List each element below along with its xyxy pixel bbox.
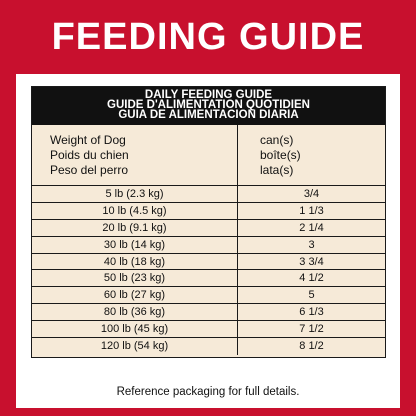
amount-cell: 3/4 [303,188,320,200]
table-row: 30 lb (14 kg) 3 [32,236,385,254]
right-border [400,74,416,408]
amount-cell: 7 1/2 [299,323,324,336]
amount-cell: 5 [308,289,315,302]
heading-spanish: GUIA DE ALIMENTACION DIARIA [118,109,299,121]
weight-cell: 40 lb (18 kg) [32,253,238,270]
weight-cell: 60 lb (27 kg) [32,287,238,304]
feeding-guide-banner: FEEDING GUIDE [0,0,416,74]
left-border [0,74,16,408]
amount-cell: 6 1/3 [299,306,324,319]
weight-cell: 5 lb (2.3 kg) [32,186,238,202]
content-panel: DAILY FEEDING GUIDE GUIDE D'ALIMENTATION… [16,74,400,408]
amount-cell: 1 1/3 [299,204,324,217]
table-row: 60 lb (27 kg) 5 [32,287,385,305]
heading-french: GUIDE D'ALIMENTATION QUOTIDIEN [107,99,310,111]
feeding-table: DAILY FEEDING GUIDE GUIDE D'ALIMENTATION… [31,86,386,358]
weight-cell: 100 lb (45 kg) [32,321,238,338]
footnote: Reference packaging for full details. [116,386,300,398]
table-row: 50 lb (23 kg) 4 1/2 [32,270,385,288]
table-row: 40 lb (18 kg) 3 3/4 [32,253,385,271]
amount-cell: 4 1/2 [299,272,324,285]
amount-cell: 8 1/2 [299,340,324,353]
amount-cell: 3 [308,238,315,251]
table-rows: 5 lb (2.3 kg) 3/4 10 lb (4.5 kg) 1 1/3 20 … [32,186,385,355]
table-heading: DAILY FEEDING GUIDE GUIDE D'ALIMENTATION… [32,87,385,125]
weight-cell: 10 lb (4.5 kg) [32,202,238,219]
banner-title: FEEDING GUIDE [51,16,365,58]
table-row: 10 lb (4.5 kg) 1 1/3 [32,202,385,220]
weight-cell: 80 lb (36 kg) [32,304,238,321]
heading-english: DAILY FEEDING GUIDE [144,89,273,101]
table-row: 80 lb (36 kg) 6 1/3 [32,304,385,322]
column-headers: Weight of Dog Poids du chien Peso del pe… [32,125,385,186]
weight-cell: 20 lb (9.1 kg) [32,219,238,236]
amount-cell: 2 1/4 [299,221,324,234]
table-row: 5 lb (2.3 kg) 3/4 [32,186,385,203]
table-row: 100 lb (45 kg) 7 1/2 [32,321,385,339]
table-row: 120 lb (54 kg) 8 1/2 [32,338,385,355]
bottom-border [0,408,416,416]
weight-cell: 50 lb (23 kg) [32,270,238,287]
weight-cell: 120 lb (54 kg) [32,338,238,355]
weight-cell: 30 lb (14 kg) [32,236,238,253]
amount-cell: 3 3/4 [299,255,324,268]
table-row: 20 lb (9.1 kg) 2 1/4 [32,219,385,237]
amount-column-header: can(s) boîte(s) lata(s) [260,133,301,177]
weight-column-header: Weight of Dog Poids du chien Peso del pe… [32,125,238,185]
